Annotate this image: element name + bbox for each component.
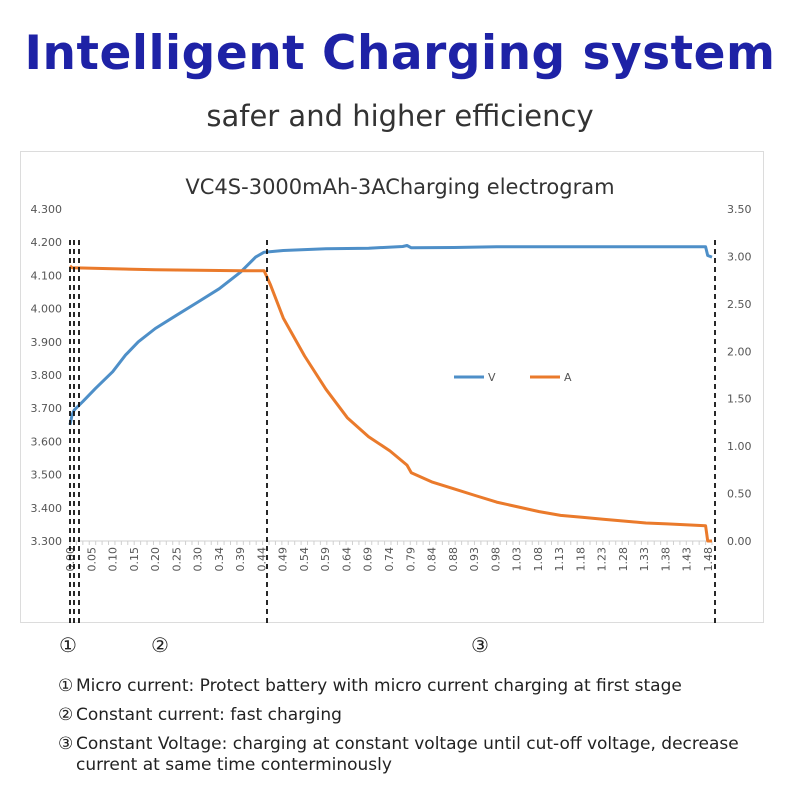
x-tick-label: 1.03	[511, 547, 524, 572]
x-tick-label: 0.20	[149, 547, 162, 572]
notes-list: ① Micro current: Protect battery with mic…	[58, 676, 778, 784]
x-tick-label: 0.30	[192, 547, 205, 572]
y-right-tick-label: 3.00	[727, 250, 752, 263]
x-tick-label: 0.88	[447, 547, 460, 572]
note-micro-current: ① Micro current: Protect battery with mic…	[58, 676, 778, 697]
y-right-tick-label: 3.50	[727, 203, 752, 216]
x-tick-label: 0.59	[319, 547, 332, 572]
x-tick-label: 0.69	[362, 547, 375, 572]
y-right-tick-label: 1.50	[727, 393, 752, 406]
y-left-tick-label: 3.400	[31, 502, 63, 515]
legend-label-v: V	[488, 371, 496, 384]
y-left-tick-label: 3.500	[31, 469, 63, 482]
y-left-tick-label: 3.900	[31, 336, 63, 349]
y-left-tick-label: 3.700	[31, 402, 63, 415]
x-tick-label: 0.39	[234, 547, 247, 572]
note-1-text: Micro current: Protect battery with micr…	[76, 676, 682, 696]
x-tick-label: 0.54	[298, 547, 311, 572]
note-3-continuation: current at same time conterminously	[76, 755, 392, 775]
y-right-tick-label: 2.50	[727, 298, 752, 311]
note-constant-current: ② Constant current: fast charging	[58, 705, 778, 726]
note-3-symbol: ③	[58, 734, 74, 754]
x-tick-label: 1.18	[574, 547, 587, 572]
page-subtitle: safer and higher efficiency	[206, 99, 594, 133]
note-constant-voltage: ③ Constant Voltage: charging at constant …	[58, 734, 778, 776]
x-tick-label: 0.34	[213, 547, 226, 572]
x-tick-label: 0.84	[426, 547, 439, 572]
note-2-text: Constant current: fast charging	[76, 705, 342, 725]
x-tick-label: 0.93	[468, 547, 481, 572]
page-title: Intelligent Charging system	[24, 26, 776, 81]
y-left-tick-label: 3.800	[31, 369, 63, 382]
x-tick-label: 0.74	[383, 547, 396, 572]
note-2-symbol: ②	[58, 705, 74, 725]
x-tick-label: 1.48	[702, 547, 715, 572]
chart-frame	[20, 151, 764, 623]
chart-title: VC4S-3000mAh-3ACharging electrogram	[185, 175, 614, 199]
y-left-tick-label: 4.000	[31, 303, 63, 316]
y-left-tick-label: 3.300	[31, 535, 63, 548]
x-tick-label: 1.33	[638, 547, 651, 572]
x-tick-label: 0.05	[85, 547, 98, 572]
y-left-tick-label: 4.300	[31, 203, 63, 216]
series-line-a	[68, 264, 712, 543]
x-tick-label: 0.79	[404, 547, 417, 572]
note-3-text: Constant Voltage: charging at constant v…	[76, 734, 739, 754]
y-right-tick-label: 1.00	[727, 440, 752, 453]
y-left-tick-label: 4.200	[31, 236, 63, 249]
x-tick-label: 1.43	[681, 547, 694, 572]
x-tick-label: 0.15	[128, 547, 141, 572]
x-tick-label: 0.98	[489, 547, 502, 572]
note-1-symbol: ①	[58, 676, 74, 696]
x-tick-label: 1.23	[596, 547, 609, 572]
legend-label-a: A	[564, 371, 572, 384]
stage-label: ③	[471, 633, 489, 657]
stage-label: ①	[59, 633, 77, 657]
x-tick-label: 0.64	[340, 547, 353, 572]
x-tick-label: 0.44	[255, 547, 268, 572]
charging-chart: VC4S-3000mAh-3ACharging electrogram 4.300…	[31, 175, 752, 657]
y-left-tick-label: 3.600	[31, 435, 63, 448]
x-tick-label: 0.49	[277, 547, 290, 572]
x-tick-label: 1.13	[553, 547, 566, 572]
x-tick-label: 1.28	[617, 547, 630, 572]
series-line-v	[68, 244, 713, 426]
x-tick-label: 1.08	[532, 547, 545, 572]
y-right-tick-label: 0.50	[727, 488, 752, 501]
y-left-tick-label: 4.100	[31, 269, 63, 282]
x-tick-label: 0.10	[107, 547, 120, 572]
stage-label: ②	[151, 633, 169, 657]
y-right-tick-label: 0.00	[727, 535, 752, 548]
x-tick-label: 0.25	[170, 547, 183, 572]
y-right-tick-label: 2.00	[727, 345, 752, 358]
x-tick-label: 1.38	[659, 547, 672, 572]
